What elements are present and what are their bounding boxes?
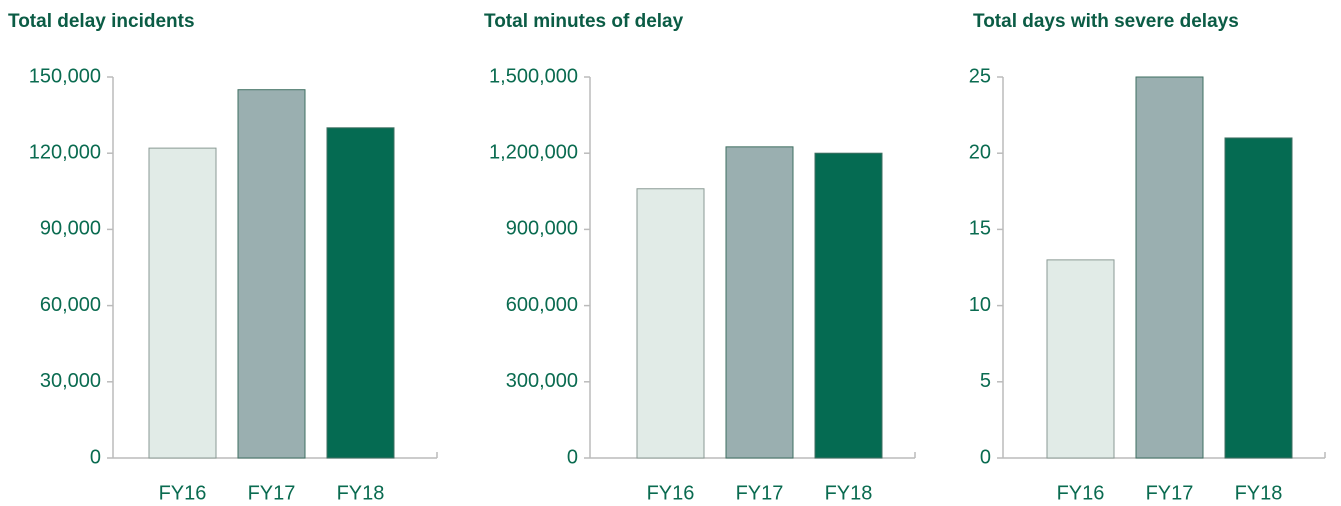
bar <box>636 188 705 459</box>
y-tick-label: 300,000 <box>506 370 578 392</box>
x-tick-label: FY17 <box>248 482 296 504</box>
chart-panel: Total minutes of delay 0 300,000 600,000 900… <box>484 11 916 504</box>
y-tick-label: 25 <box>969 65 991 87</box>
y-tick-label: 1,200,000 <box>489 141 578 163</box>
x-tick-label: FY18 <box>825 482 873 504</box>
chart-title: Total minutes of delay <box>484 11 684 32</box>
x-tick-label: FY18 <box>1235 482 1283 504</box>
y-tick-label: 30,000 <box>40 370 101 392</box>
y-tick-label: 90,000 <box>40 218 101 240</box>
y-tick-label: 20 <box>969 141 991 163</box>
x-tick-label: FY16 <box>1057 482 1105 504</box>
y-tick-label: 0 <box>567 446 578 468</box>
chart-title: Total delay incidents <box>8 11 195 32</box>
y-tick-label: 5 <box>980 370 991 392</box>
y-tick-label: 900,000 <box>506 218 578 240</box>
bar <box>1046 259 1115 459</box>
x-tick-label: FY18 <box>337 482 385 504</box>
y-tick-label: 150,000 <box>29 65 101 87</box>
chart-panel: Total days with severe delays 0 5 10 15 20 25 F… <box>969 11 1326 504</box>
bar <box>148 147 217 459</box>
x-tick-label: FY16 <box>159 482 207 504</box>
x-tick-label: FY17 <box>736 482 784 504</box>
bar <box>326 127 395 459</box>
bar <box>814 152 883 459</box>
x-tick-label: FY16 <box>647 482 695 504</box>
y-tick-label: 60,000 <box>40 294 101 316</box>
bar <box>1135 76 1204 459</box>
y-tick-label: 120,000 <box>29 141 101 163</box>
bar <box>1224 137 1293 459</box>
bar <box>237 89 306 459</box>
y-tick-label: 0 <box>980 446 991 468</box>
y-tick-label: 15 <box>969 218 991 240</box>
chart-title: Total days with severe delays <box>973 11 1239 32</box>
chart-panel: Total delay incidents 0 30,000 60,000 90,000… <box>8 11 438 504</box>
y-tick-label: 1,500,000 <box>489 65 578 87</box>
bar <box>725 146 794 459</box>
y-tick-label: 10 <box>969 294 991 316</box>
y-tick-label: 0 <box>90 446 101 468</box>
y-tick-label: 600,000 <box>506 294 578 316</box>
x-tick-label: FY17 <box>1146 482 1194 504</box>
